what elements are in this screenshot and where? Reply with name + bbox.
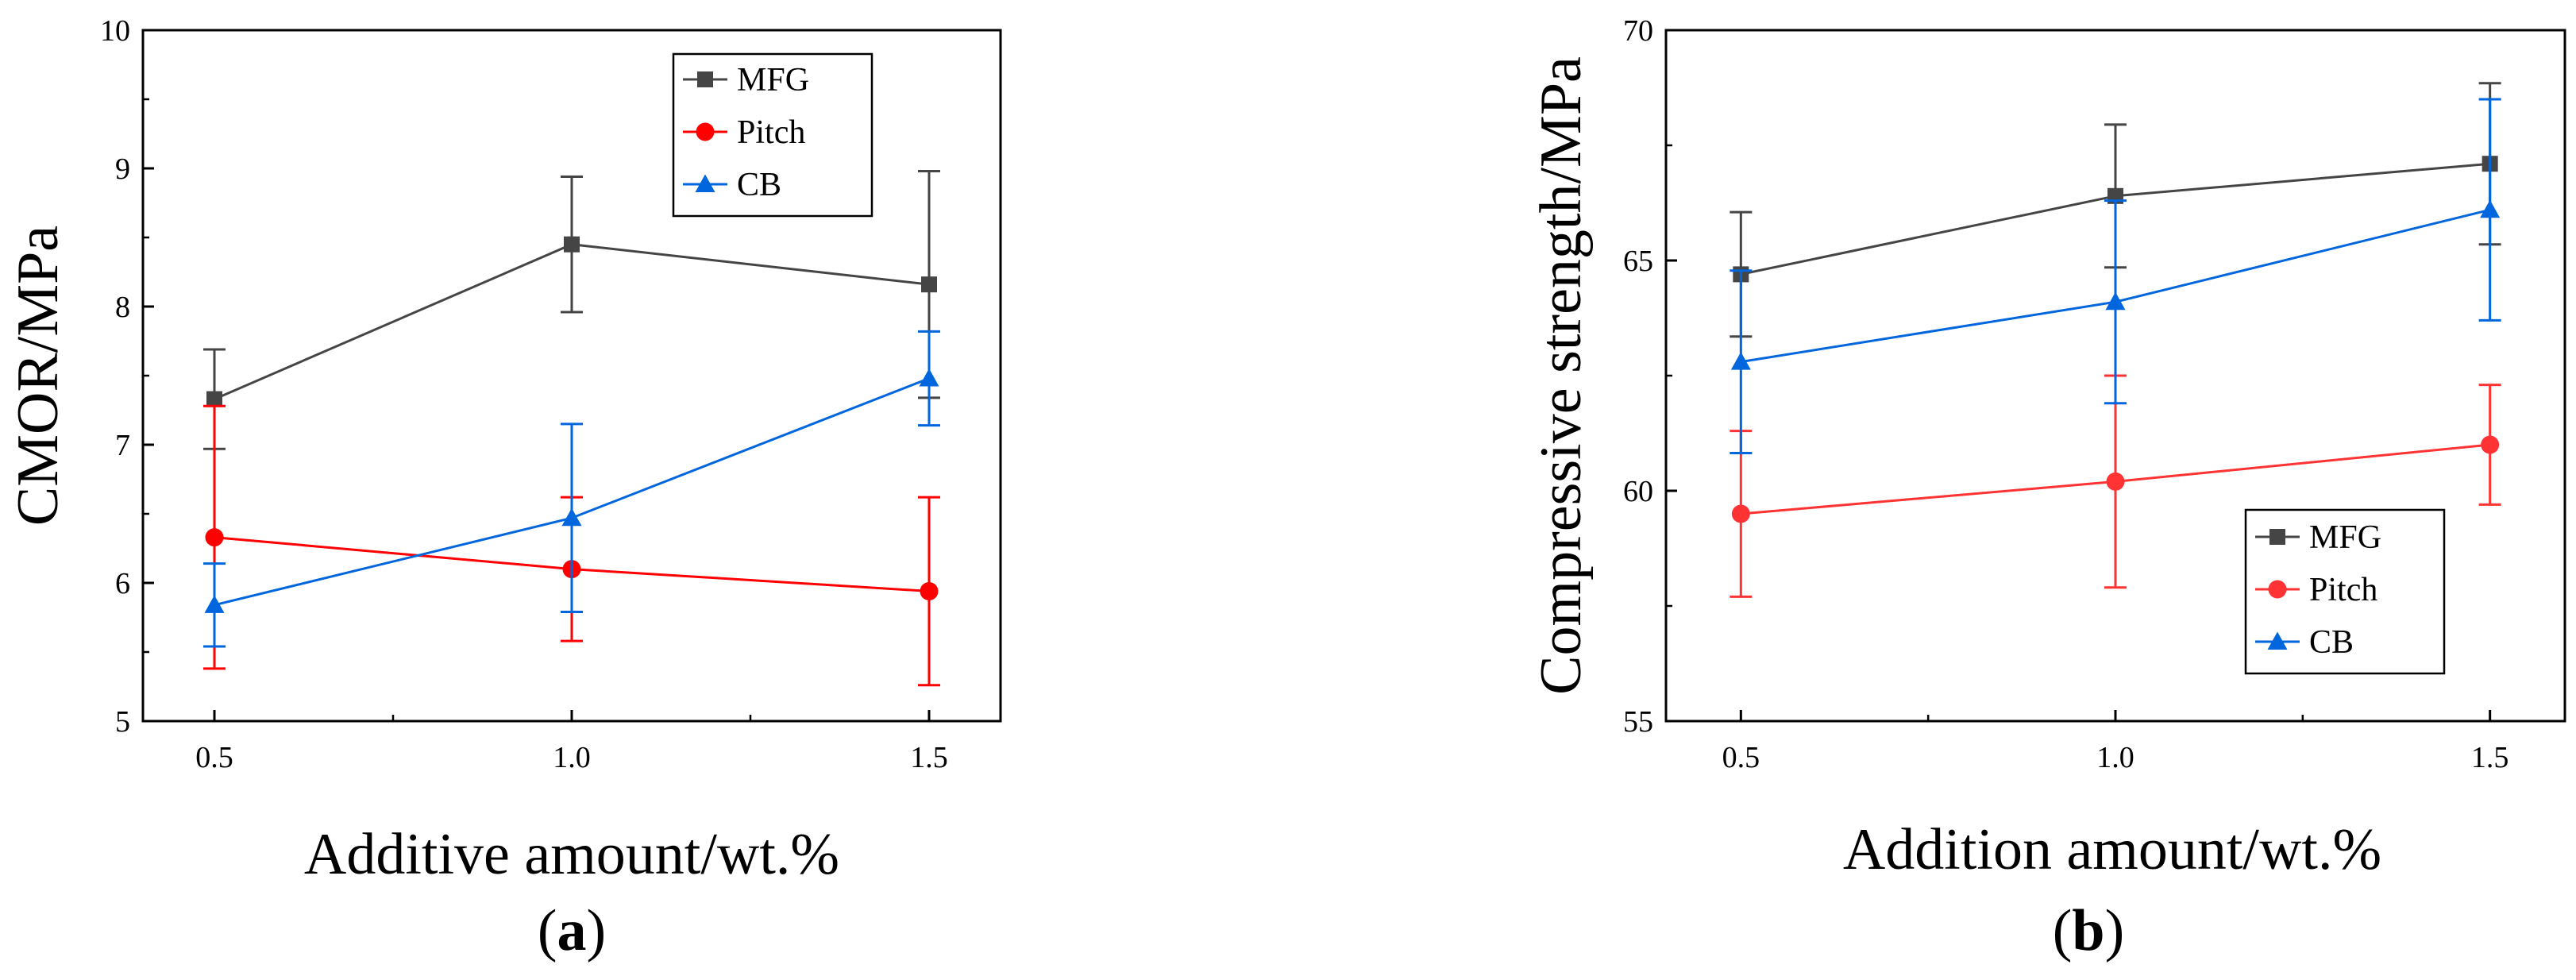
chart-b-legend-label-mfg: MFG xyxy=(2309,519,2381,556)
chart-a-ytick-label: 7 xyxy=(115,429,130,462)
chart-a-legend-pitch-marker xyxy=(696,122,715,141)
chart-a-xtick-label: 1.0 xyxy=(553,741,591,774)
chart-panel-a: 5 6 7 8 9 10 0.5 1.0 1.5 MFG Pitch CB CMOR/MPa A… xyxy=(6,14,1002,963)
chart-b-ylabel: Compressive strength/MPa xyxy=(1529,56,1594,695)
chart-a-panel-letter: a xyxy=(557,898,587,963)
chart-b-series-cb-point xyxy=(2480,199,2501,218)
chart-a-ytick-label: 10 xyxy=(100,14,130,48)
chart-b-panel-label: (b) xyxy=(2053,898,2124,963)
chart-a-ytick-label: 5 xyxy=(115,705,130,739)
chart-b-series-pitch-point xyxy=(2106,472,2125,491)
chart-b-xtick-label: 1.5 xyxy=(2471,741,2509,774)
chart-b-series-cb-point xyxy=(2105,291,2126,311)
chart-a-xtick-label: 0.5 xyxy=(195,741,233,774)
chart-b-legend-pitch-marker xyxy=(2268,580,2287,599)
chart-a-series-cb-point xyxy=(204,595,225,613)
chart-b-axes-layer: 55 60 65 70 0.5 1.0 1.5 xyxy=(1623,14,2509,774)
chart-b-legend-label-pitch: Pitch xyxy=(2309,572,2377,608)
chart-a-legend-label-pitch: Pitch xyxy=(737,114,805,151)
chart-a-series-pitch-point xyxy=(205,528,224,547)
chart-panel-b: 55 60 65 70 0.5 1.0 1.5 MFG Pitch CB Compressi… xyxy=(1529,14,2566,963)
chart-a-axes-layer: 5 6 7 8 9 10 0.5 1.0 1.5 xyxy=(100,14,948,774)
chart-a-ylabel: CMOR/MPa xyxy=(6,226,71,526)
chart-b-legend-cb-marker xyxy=(2267,631,2288,650)
chart-a-legend-label-mfg: MFG xyxy=(737,62,809,98)
chart-b-series-layer xyxy=(1730,82,2501,598)
chart-b-legend-mfg-marker xyxy=(2269,529,2285,545)
chart-a-panel-label: (a) xyxy=(538,898,606,963)
chart-a-legend-cb-marker xyxy=(695,174,715,192)
chart-a-series-layer xyxy=(203,169,940,687)
chart-a-ytick-label: 6 xyxy=(115,567,130,600)
chart-a-xlabel: Additive amount/wt.% xyxy=(304,822,839,887)
chart-b-ytick-label: 60 xyxy=(1623,475,1653,508)
chart-a-series-cb-point xyxy=(919,368,939,387)
chart-a-series-cb-point xyxy=(561,507,582,527)
chart-b-xtick-label: 1.0 xyxy=(2096,741,2134,774)
chart-b-series-pitch-point xyxy=(1731,504,1750,523)
chart-a-legend-mfg-marker xyxy=(697,71,713,87)
chart-b-ytick-label: 65 xyxy=(1623,245,1653,278)
chart-a-legend-label-cb: CB xyxy=(737,167,781,203)
chart-b-series-cb-point xyxy=(1730,352,1751,370)
chart-a-series-mfg-point xyxy=(921,276,937,293)
chart-b-legend: MFG Pitch CB xyxy=(2244,508,2446,675)
chart-a-ytick-label: 8 xyxy=(115,291,130,324)
chart-b-panel-letter: b xyxy=(2072,898,2104,963)
chart-b-series-pitch-point xyxy=(2481,435,2500,454)
chart-b-xlabel: Addition amount/wt.% xyxy=(1843,817,2381,882)
chart-b-legend-items xyxy=(2255,529,2300,650)
chart-a-series-pitch-point xyxy=(920,581,939,600)
chart-b-legend-label-cb: CB xyxy=(2309,624,2354,661)
chart-b-ytick-label: 55 xyxy=(1623,705,1653,739)
chart-a-xtick-label: 1.5 xyxy=(910,741,948,774)
chart-a-series-mfg-point xyxy=(564,236,580,253)
chart-a-series-mfg-point xyxy=(206,391,222,407)
chart-b-xtick-label: 0.5 xyxy=(1722,741,1760,774)
chart-a-legend: MFG Pitch CB xyxy=(672,52,873,218)
chart-a-ytick-label: 9 xyxy=(115,152,130,186)
chart-b-ytick-label: 70 xyxy=(1623,14,1653,48)
chart-a-legend-items xyxy=(683,71,727,192)
